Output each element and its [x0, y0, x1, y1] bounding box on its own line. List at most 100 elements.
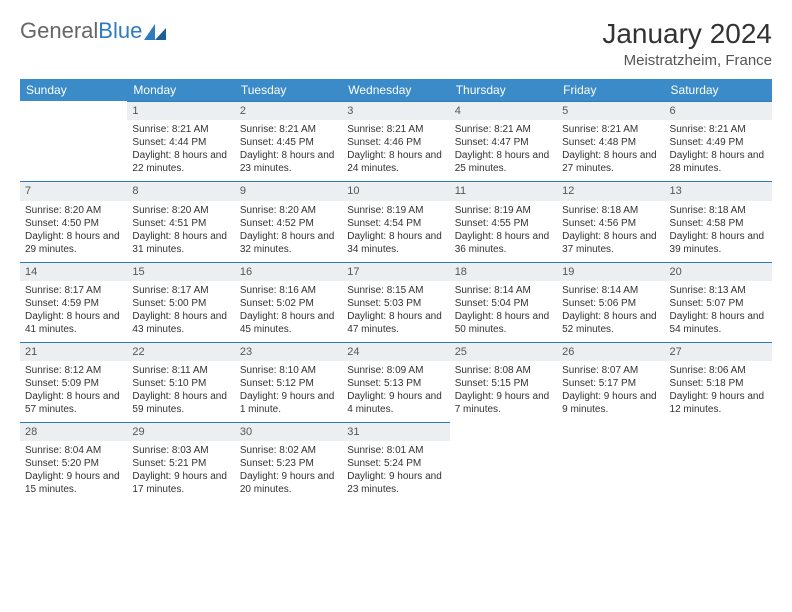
calendar-cell	[450, 422, 557, 502]
day-header: Thursday	[450, 79, 557, 101]
sunset-line: Sunset: 4:55 PM	[455, 217, 552, 230]
sunset-line: Sunset: 4:54 PM	[347, 217, 444, 230]
daylight-line: Daylight: 8 hours and 52 minutes.	[562, 310, 659, 336]
daylight-line: Daylight: 8 hours and 45 minutes.	[240, 310, 337, 336]
calendar-cell: 18Sunrise: 8:14 AMSunset: 5:04 PMDayligh…	[450, 262, 557, 342]
day-number: 18	[450, 262, 557, 281]
day-number: 25	[450, 342, 557, 361]
day-number: 5	[557, 101, 664, 120]
daylight-line: Daylight: 8 hours and 22 minutes.	[132, 149, 229, 175]
day-number: 1	[127, 101, 234, 120]
sunset-line: Sunset: 5:15 PM	[455, 377, 552, 390]
day-header: Saturday	[665, 79, 772, 101]
calendar-cell: 31Sunrise: 8:01 AMSunset: 5:24 PMDayligh…	[342, 422, 449, 502]
sunset-line: Sunset: 5:18 PM	[670, 377, 767, 390]
sunset-line: Sunset: 5:02 PM	[240, 297, 337, 310]
sunrise-line: Sunrise: 8:21 AM	[455, 123, 552, 136]
day-number: 13	[665, 181, 772, 200]
sunrise-line: Sunrise: 8:15 AM	[347, 284, 444, 297]
calendar-cell: 30Sunrise: 8:02 AMSunset: 5:23 PMDayligh…	[235, 422, 342, 502]
calendar-cell: 12Sunrise: 8:18 AMSunset: 4:56 PMDayligh…	[557, 181, 664, 261]
daylight-line: Daylight: 8 hours and 32 minutes.	[240, 230, 337, 256]
sunrise-line: Sunrise: 8:21 AM	[670, 123, 767, 136]
day-content: Sunrise: 8:20 AMSunset: 4:51 PMDaylight:…	[127, 201, 234, 262]
day-content: Sunrise: 8:17 AMSunset: 5:00 PMDaylight:…	[127, 281, 234, 342]
sunset-line: Sunset: 4:48 PM	[562, 136, 659, 149]
sunset-line: Sunset: 4:58 PM	[670, 217, 767, 230]
calendar-cell: 26Sunrise: 8:07 AMSunset: 5:17 PMDayligh…	[557, 342, 664, 422]
calendar-cell: 17Sunrise: 8:15 AMSunset: 5:03 PMDayligh…	[342, 262, 449, 342]
sunrise-line: Sunrise: 8:01 AM	[347, 444, 444, 457]
day-content: Sunrise: 8:17 AMSunset: 4:59 PMDaylight:…	[20, 281, 127, 342]
calendar-cell: 23Sunrise: 8:10 AMSunset: 5:12 PMDayligh…	[235, 342, 342, 422]
sunset-line: Sunset: 4:56 PM	[562, 217, 659, 230]
sunset-line: Sunset: 5:06 PM	[562, 297, 659, 310]
day-number: 14	[20, 262, 127, 281]
day-number: 7	[20, 181, 127, 200]
sunrise-line: Sunrise: 8:08 AM	[455, 364, 552, 377]
calendar-cell: 15Sunrise: 8:17 AMSunset: 5:00 PMDayligh…	[127, 262, 234, 342]
calendar-cell: 20Sunrise: 8:13 AMSunset: 5:07 PMDayligh…	[665, 262, 772, 342]
calendar-cell: 21Sunrise: 8:12 AMSunset: 5:09 PMDayligh…	[20, 342, 127, 422]
day-number: 17	[342, 262, 449, 281]
calendar-cell: 11Sunrise: 8:19 AMSunset: 4:55 PMDayligh…	[450, 181, 557, 261]
sunset-line: Sunset: 5:00 PM	[132, 297, 229, 310]
sunset-line: Sunset: 5:21 PM	[132, 457, 229, 470]
day-content: Sunrise: 8:14 AMSunset: 5:06 PMDaylight:…	[557, 281, 664, 342]
day-content: Sunrise: 8:07 AMSunset: 5:17 PMDaylight:…	[557, 361, 664, 422]
logo-text-2: Blue	[98, 18, 142, 44]
day-number: 26	[557, 342, 664, 361]
sunrise-line: Sunrise: 8:18 AM	[562, 204, 659, 217]
calendar-cell: 16Sunrise: 8:16 AMSunset: 5:02 PMDayligh…	[235, 262, 342, 342]
header: GeneralBlue January 2024 Meistratzheim, …	[20, 18, 772, 69]
calendar-cell: 25Sunrise: 8:08 AMSunset: 5:15 PMDayligh…	[450, 342, 557, 422]
day-number: 12	[557, 181, 664, 200]
daylight-line: Daylight: 8 hours and 47 minutes.	[347, 310, 444, 336]
sunrise-line: Sunrise: 8:18 AM	[670, 204, 767, 217]
sunrise-line: Sunrise: 8:11 AM	[132, 364, 229, 377]
sunset-line: Sunset: 5:20 PM	[25, 457, 122, 470]
day-content: Sunrise: 8:21 AMSunset: 4:44 PMDaylight:…	[127, 120, 234, 181]
day-content: Sunrise: 8:03 AMSunset: 5:21 PMDaylight:…	[127, 441, 234, 502]
sunrise-line: Sunrise: 8:19 AM	[455, 204, 552, 217]
sunset-line: Sunset: 5:10 PM	[132, 377, 229, 390]
sunset-line: Sunset: 5:12 PM	[240, 377, 337, 390]
sunrise-line: Sunrise: 8:19 AM	[347, 204, 444, 217]
sunrise-line: Sunrise: 8:20 AM	[25, 204, 122, 217]
day-number: 9	[235, 181, 342, 200]
sunset-line: Sunset: 4:51 PM	[132, 217, 229, 230]
daylight-line: Daylight: 8 hours and 29 minutes.	[25, 230, 122, 256]
calendar-cell: 19Sunrise: 8:14 AMSunset: 5:06 PMDayligh…	[557, 262, 664, 342]
location: Meistratzheim, France	[602, 52, 772, 69]
sunset-line: Sunset: 5:04 PM	[455, 297, 552, 310]
day-content: Sunrise: 8:19 AMSunset: 4:55 PMDaylight:…	[450, 201, 557, 262]
day-content: Sunrise: 8:16 AMSunset: 5:02 PMDaylight:…	[235, 281, 342, 342]
sunset-line: Sunset: 4:45 PM	[240, 136, 337, 149]
day-content: Sunrise: 8:08 AMSunset: 5:15 PMDaylight:…	[450, 361, 557, 422]
sunset-line: Sunset: 5:17 PM	[562, 377, 659, 390]
calendar-cell: 1Sunrise: 8:21 AMSunset: 4:44 PMDaylight…	[127, 101, 234, 181]
sunrise-line: Sunrise: 8:12 AM	[25, 364, 122, 377]
calendar-cell: 8Sunrise: 8:20 AMSunset: 4:51 PMDaylight…	[127, 181, 234, 261]
day-content: Sunrise: 8:20 AMSunset: 4:52 PMDaylight:…	[235, 201, 342, 262]
daylight-line: Daylight: 8 hours and 36 minutes.	[455, 230, 552, 256]
daylight-line: Daylight: 8 hours and 24 minutes.	[347, 149, 444, 175]
sunset-line: Sunset: 4:49 PM	[670, 136, 767, 149]
calendar-cell: 9Sunrise: 8:20 AMSunset: 4:52 PMDaylight…	[235, 181, 342, 261]
day-content: Sunrise: 8:09 AMSunset: 5:13 PMDaylight:…	[342, 361, 449, 422]
sunrise-line: Sunrise: 8:02 AM	[240, 444, 337, 457]
day-content: Sunrise: 8:18 AMSunset: 4:58 PMDaylight:…	[665, 201, 772, 262]
calendar-cell: 5Sunrise: 8:21 AMSunset: 4:48 PMDaylight…	[557, 101, 664, 181]
calendar-cell: 3Sunrise: 8:21 AMSunset: 4:46 PMDaylight…	[342, 101, 449, 181]
daylight-line: Daylight: 9 hours and 9 minutes.	[562, 390, 659, 416]
daylight-line: Daylight: 8 hours and 39 minutes.	[670, 230, 767, 256]
daylight-line: Daylight: 9 hours and 23 minutes.	[347, 470, 444, 496]
sunset-line: Sunset: 4:44 PM	[132, 136, 229, 149]
calendar-cell: 7Sunrise: 8:20 AMSunset: 4:50 PMDaylight…	[20, 181, 127, 261]
sunrise-line: Sunrise: 8:21 AM	[132, 123, 229, 136]
calendar-cell: 27Sunrise: 8:06 AMSunset: 5:18 PMDayligh…	[665, 342, 772, 422]
month-title: January 2024	[602, 18, 772, 50]
day-content: Sunrise: 8:10 AMSunset: 5:12 PMDaylight:…	[235, 361, 342, 422]
day-header: Wednesday	[342, 79, 449, 101]
sunset-line: Sunset: 4:47 PM	[455, 136, 552, 149]
